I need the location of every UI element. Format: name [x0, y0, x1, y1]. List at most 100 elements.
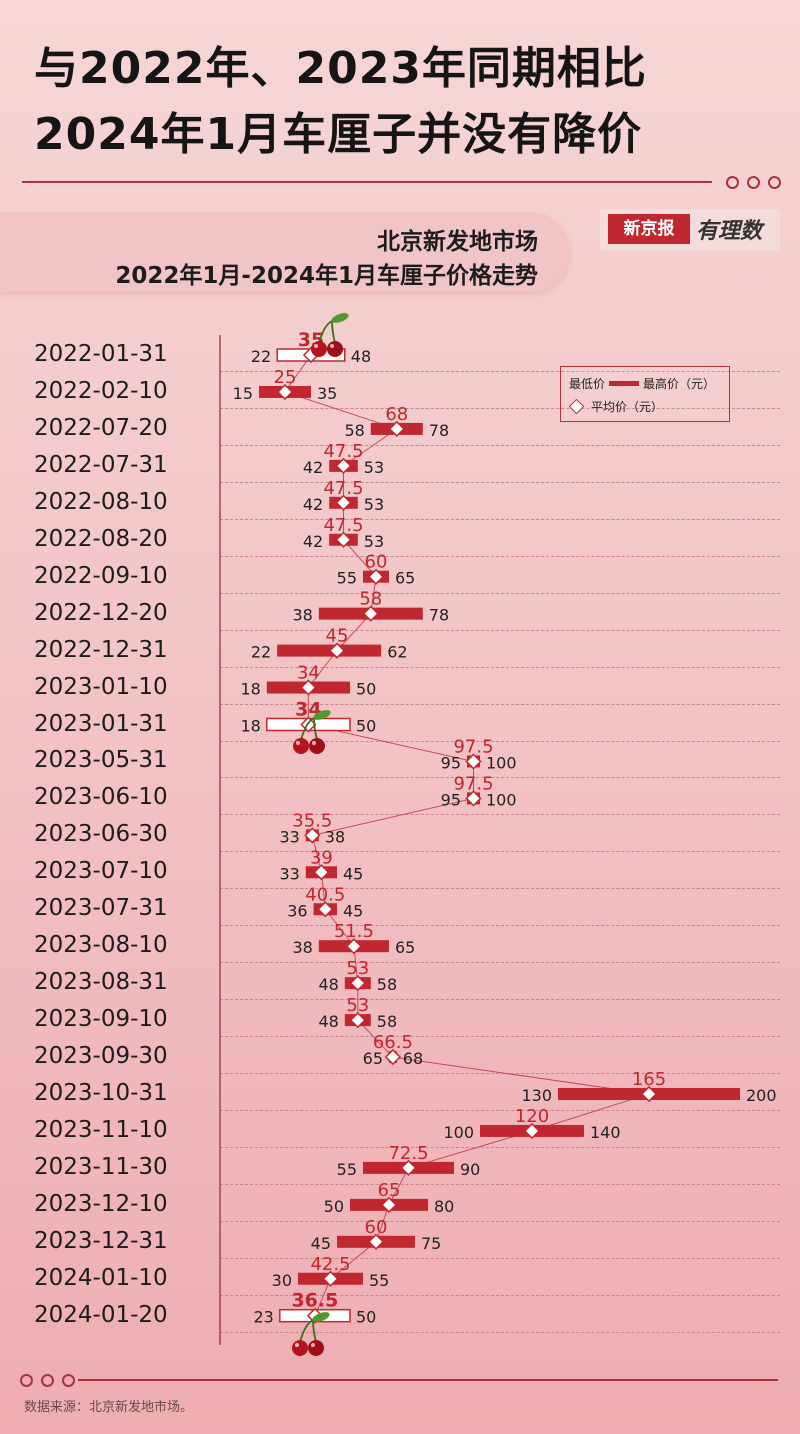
date-label: 2023-01-31 [34, 710, 168, 737]
min-price-label: 36 [287, 901, 307, 920]
min-price-label: 30 [272, 1271, 292, 1290]
min-price-label: 58 [344, 421, 364, 440]
row-divider [220, 371, 780, 372]
min-price-label: 65 [363, 1049, 383, 1068]
row-divider [220, 925, 780, 927]
date-label: 2022-08-10 [34, 488, 168, 515]
avg-price-label: 97.5 [453, 773, 493, 794]
brand-tagline: 有理数 [696, 218, 763, 244]
avg-diamond [400, 1159, 417, 1177]
legend-range-row: 最低价 最高价（元） [569, 375, 715, 392]
avg-price-label: 58 [359, 589, 382, 610]
cherry-shine [311, 1343, 315, 1347]
avg-price-label: 72.5 [388, 1143, 428, 1164]
row-divider [220, 1294, 780, 1296]
date-label: 2022-12-20 [34, 599, 168, 626]
avg-diamond [335, 457, 352, 474]
row-divider [220, 814, 780, 816]
max-price-label: 62 [387, 643, 407, 662]
avg-price-label: 45 [326, 626, 349, 647]
row-divider [220, 999, 780, 1001]
avg-diamond [345, 938, 363, 955]
cherry-icon [293, 710, 331, 754]
cherry-icon [292, 1312, 330, 1356]
min-price-label: 130 [521, 1086, 552, 1105]
max-price-label: 48 [351, 347, 371, 366]
row-divider [220, 1331, 780, 1333]
legend-avg-label: 平均价（元） [591, 400, 664, 414]
legend-high-label: 最高价（元） [643, 377, 716, 391]
avg-price-label: 51.5 [334, 921, 374, 942]
avg-price-label: 120 [515, 1106, 549, 1127]
avg-price-label: 35.5 [292, 810, 332, 831]
date-label: 2023-06-10 [34, 784, 168, 811]
min-price-label: 48 [318, 1012, 338, 1031]
date-label: 2023-11-10 [34, 1116, 168, 1143]
avg-price-label: 34 [297, 663, 320, 684]
cherry-shine [296, 741, 300, 745]
legend-diamond-icon [568, 398, 585, 415]
brand-logo: 新京报 有理数 [600, 209, 780, 251]
min-price-label: 22 [251, 347, 271, 366]
cherry-icon [311, 313, 349, 357]
max-price-label: 45 [343, 864, 363, 883]
avg-diamond [300, 679, 317, 696]
row-divider [220, 1257, 780, 1259]
date-label: 2023-09-30 [34, 1043, 168, 1070]
legend-low-label: 最低价 [569, 377, 606, 391]
chart-legend: 最低价 最高价（元） 平均价（元） [560, 366, 730, 422]
avg-price-label: 39 [310, 847, 333, 868]
min-price-label: 18 [240, 717, 260, 736]
cherry-shine [295, 1343, 299, 1347]
max-price-label: 35 [317, 384, 337, 403]
max-price-label: 65 [395, 938, 415, 957]
avg-diamond [388, 420, 405, 438]
date-label: 2022-07-31 [34, 451, 168, 478]
cherry-leaf [313, 710, 331, 720]
date-label: 2024-01-10 [34, 1264, 168, 1291]
cherry-stem [299, 1319, 314, 1343]
min-price-label: 95 [441, 790, 461, 809]
avg-price-label: 47.5 [323, 515, 363, 536]
date-label: 2022-01-31 [34, 341, 168, 367]
avg-price-label: 53 [346, 995, 369, 1016]
max-price-label: 68 [403, 1049, 423, 1068]
avg-diamond [465, 790, 482, 807]
avg-price-label: 68 [385, 404, 408, 425]
cherry-stem [318, 320, 333, 344]
row-divider [220, 1183, 780, 1185]
row-divider [220, 555, 780, 557]
cherry-fruit [309, 738, 325, 754]
min-price-label: 48 [318, 975, 338, 994]
max-price-label: 50 [356, 1308, 376, 1327]
footer-dots [20, 1374, 75, 1387]
max-price-label: 50 [356, 717, 376, 736]
max-price-label: 100 [486, 753, 517, 772]
cherry-fruit [311, 341, 327, 357]
max-price-label: 200 [746, 1086, 777, 1105]
avg-price-label: 47.5 [323, 441, 363, 462]
avg-diamond [317, 901, 334, 918]
row-divider [220, 962, 780, 964]
row-divider [220, 666, 780, 668]
date-label: 2023-01-10 [34, 673, 168, 700]
subtitle-period: 2022年1月-2024年1月车厘子价格走势 [115, 263, 538, 289]
cherry-stem [331, 320, 336, 344]
min-price-label: 23 [253, 1308, 273, 1327]
cherry-shine [312, 741, 316, 745]
min-price-label: 45 [311, 1234, 331, 1253]
max-price-label: 58 [377, 975, 397, 994]
cherry-stem [300, 717, 315, 741]
min-price-label: 33 [279, 827, 299, 846]
row-divider [220, 740, 780, 742]
cherry-stem [313, 717, 318, 741]
legend-bar-swatch [609, 381, 640, 386]
date-label: 2022-12-31 [34, 636, 168, 663]
subtitle-market: 北京新发地市场 [377, 229, 538, 255]
min-price-label: 42 [303, 495, 323, 514]
date-label: 2023-05-31 [34, 747, 168, 774]
headline: 与2022年、2023年同期相比 2024年1月车厘子并没有降价 [34, 36, 647, 168]
min-price-label: 55 [337, 1160, 357, 1179]
max-price-label: 80 [434, 1197, 454, 1216]
